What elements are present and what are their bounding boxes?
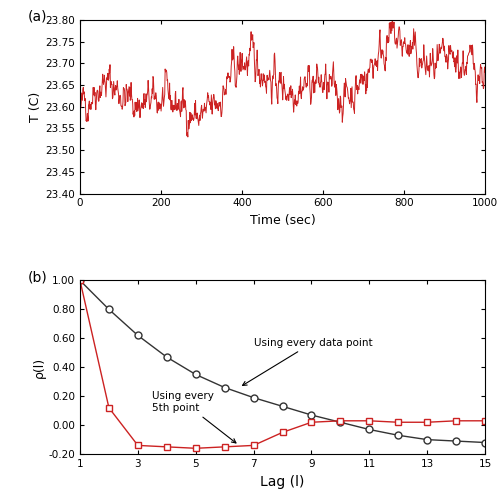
- Y-axis label: ρ(l): ρ(l): [32, 357, 46, 378]
- Text: Using every data point: Using every data point: [242, 337, 372, 385]
- Y-axis label: T (C): T (C): [30, 92, 43, 122]
- X-axis label: Lag (l): Lag (l): [260, 475, 304, 489]
- Text: Using every
5th point: Using every 5th point: [152, 391, 236, 443]
- X-axis label: Time (sec): Time (sec): [250, 214, 316, 227]
- Text: (a): (a): [28, 9, 47, 23]
- Text: (b): (b): [28, 270, 47, 284]
